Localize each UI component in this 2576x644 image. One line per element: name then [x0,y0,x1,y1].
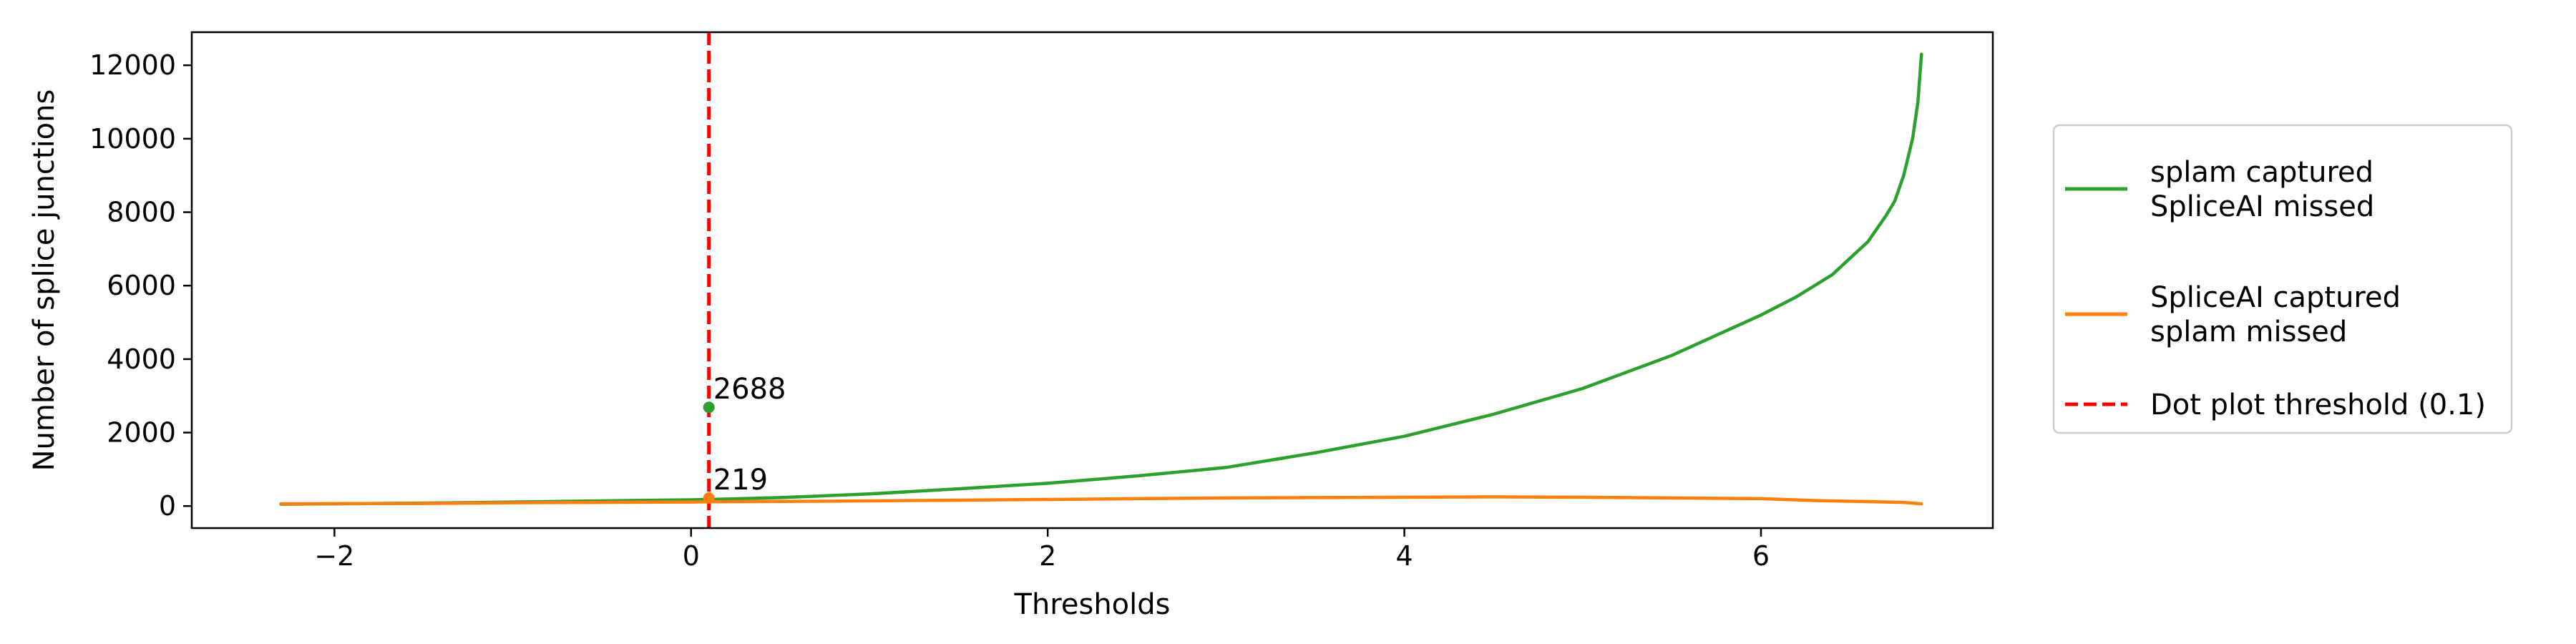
annotation-point-1 [703,492,715,504]
legend-label-0-line-1: SpliceAI missed [2150,190,2374,223]
series-line-1 [279,495,1923,506]
legend-label-1-line-0: SpliceAI captured [2150,281,2401,314]
y-tick-label-6: 12000 [89,49,176,81]
legend-label-2: Dot plot threshold (0.1) [2150,389,2486,421]
y-tick-label-0: 0 [159,490,176,522]
y-tick-label-5: 10000 [89,123,176,155]
plot-content [279,32,1923,528]
plot-area: 2688 219 [190,31,1994,530]
x-tick-label-4: 6 [1752,540,1770,572]
y-tick-label-1: 2000 [107,417,176,449]
annotation-point-0 [703,401,715,414]
plot-frame [190,31,1994,530]
legend-label-1: SpliceAI captured splam missed [2150,281,2401,348]
legend: splam captured SpliceAI missed SpliceAI ca… [2052,124,2513,434]
legend-label-2-line-0: Dot plot threshold (0.1) [2150,389,2486,421]
legend-label-1-line-1: splam missed [2150,316,2347,348]
y-tick-label-3: 6000 [107,270,176,301]
y-axis-ticks: 0 2000 4000 6000 8000 10000 12000 [89,49,192,522]
x-tick-label-1: 0 [683,540,700,572]
x-tick-label-3: 4 [1396,540,1413,572]
legend-label-0-line-0: splam captured [2150,156,2373,189]
series-line-0 [279,52,1923,506]
annotation-label-0: 2688 [713,373,786,406]
legend-label-0: splam captured SpliceAI missed [2150,156,2374,223]
x-tick-label-0: −2 [314,540,354,572]
annotation-label-1: 219 [713,464,768,497]
y-axis-label: Number of splice junctions [28,89,61,472]
y-tick-label-4: 8000 [107,197,176,228]
legend-frame [2052,124,2513,434]
x-axis-label: Thresholds [1014,588,1171,621]
x-tick-label-2: 2 [1039,540,1056,572]
y-tick-label-2: 4000 [107,343,176,375]
x-axis-ticks: −2 0 2 4 6 [314,528,1770,572]
